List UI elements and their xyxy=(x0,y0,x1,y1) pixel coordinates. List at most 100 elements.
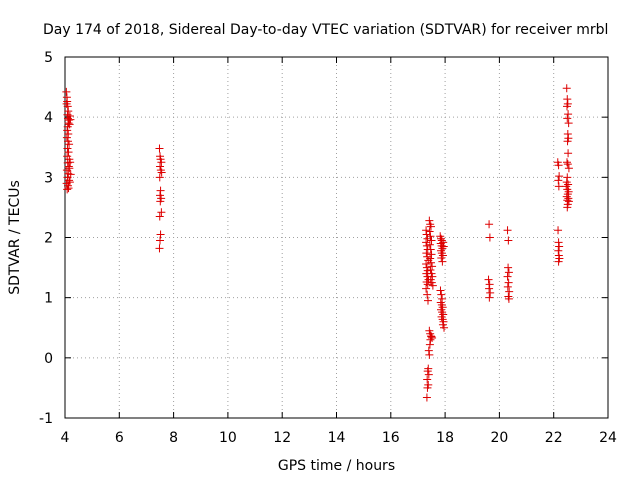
data-point xyxy=(563,137,572,146)
data-point xyxy=(554,182,563,191)
data-point xyxy=(425,350,434,359)
data-point xyxy=(427,332,436,341)
x-tick-label: 22 xyxy=(545,430,563,446)
data-point xyxy=(426,254,435,263)
data-point xyxy=(554,226,563,235)
x-tick-label: 4 xyxy=(61,430,70,446)
data-point xyxy=(428,262,437,271)
data-point xyxy=(425,227,434,236)
data-point xyxy=(562,192,571,201)
data-point xyxy=(423,367,432,376)
data-point xyxy=(485,220,494,229)
data-point xyxy=(563,102,572,111)
data-point xyxy=(156,230,165,239)
data-point xyxy=(156,186,165,195)
data-point xyxy=(555,242,564,251)
data-point xyxy=(157,208,166,217)
data-point xyxy=(503,282,512,291)
data-point xyxy=(563,158,572,167)
data-point xyxy=(65,178,74,187)
data-point xyxy=(64,162,73,171)
grid xyxy=(65,57,608,418)
x-tick-label: 20 xyxy=(490,430,508,446)
y-tick-label: -1 xyxy=(39,411,53,427)
x-tick-label: 8 xyxy=(169,430,178,446)
data-point xyxy=(554,257,563,266)
data-point xyxy=(554,246,563,255)
data-point xyxy=(504,268,513,277)
data-point xyxy=(62,87,71,96)
data-point xyxy=(554,238,563,247)
data-point xyxy=(65,140,74,149)
data-point xyxy=(422,226,431,235)
data-point xyxy=(486,288,495,297)
y-tick-label: 5 xyxy=(44,50,53,66)
data-point xyxy=(65,120,74,129)
data-point xyxy=(155,244,164,253)
data-point xyxy=(63,144,72,153)
data-point xyxy=(63,185,72,194)
data-point xyxy=(65,164,74,173)
data-point xyxy=(66,158,75,167)
data-point xyxy=(485,284,494,293)
data-point xyxy=(504,236,513,245)
data-point xyxy=(439,242,448,251)
x-tick-label: 12 xyxy=(273,430,291,446)
data-point xyxy=(64,107,73,116)
data-point xyxy=(438,257,447,266)
data-point xyxy=(425,216,434,225)
data-point xyxy=(426,332,435,341)
data-point xyxy=(157,168,166,177)
data-point xyxy=(62,133,71,142)
data-point xyxy=(503,272,512,281)
y-tick-label: 4 xyxy=(44,110,53,126)
data-point xyxy=(155,212,164,221)
x-axis-label: GPS time / hours xyxy=(278,458,395,474)
data-point xyxy=(428,281,437,290)
x-tick-label: 10 xyxy=(219,430,237,446)
data-point xyxy=(64,119,73,128)
data-point xyxy=(422,284,431,293)
data-point xyxy=(424,370,433,379)
x-tick-label: 16 xyxy=(382,430,400,446)
data-point xyxy=(426,232,435,241)
data-point xyxy=(439,238,448,247)
data-point xyxy=(437,253,446,262)
data-point xyxy=(564,180,573,189)
data-point xyxy=(436,286,445,295)
data-point xyxy=(438,320,447,329)
data-point xyxy=(63,102,72,111)
data-point xyxy=(426,245,435,254)
data-point xyxy=(564,164,573,173)
data-point xyxy=(564,110,573,119)
data-point xyxy=(563,95,572,104)
y-tick-label: 1 xyxy=(44,291,53,307)
data-point xyxy=(423,296,432,305)
data-point xyxy=(63,126,72,135)
data-point xyxy=(155,144,164,153)
data-point xyxy=(428,333,437,342)
data-point xyxy=(427,250,436,259)
data-point xyxy=(505,287,514,296)
x-tick-label: 14 xyxy=(328,430,346,446)
data-point xyxy=(504,278,513,287)
data-point xyxy=(485,280,494,289)
data-point xyxy=(157,158,166,167)
data-point xyxy=(563,114,572,123)
data-point xyxy=(563,173,572,182)
x-tick-label: 24 xyxy=(599,430,617,446)
data-point xyxy=(485,293,494,302)
data-point xyxy=(564,149,573,158)
data-point xyxy=(64,184,73,193)
data-point xyxy=(66,115,75,124)
data-point xyxy=(563,160,572,169)
data-point xyxy=(425,340,434,349)
data-point xyxy=(426,258,435,267)
data-point xyxy=(504,294,513,303)
data-point xyxy=(563,196,572,205)
x-tick-label: 6 xyxy=(115,430,124,446)
data-point xyxy=(424,346,433,355)
data-point xyxy=(423,280,432,289)
data-point xyxy=(554,161,563,170)
